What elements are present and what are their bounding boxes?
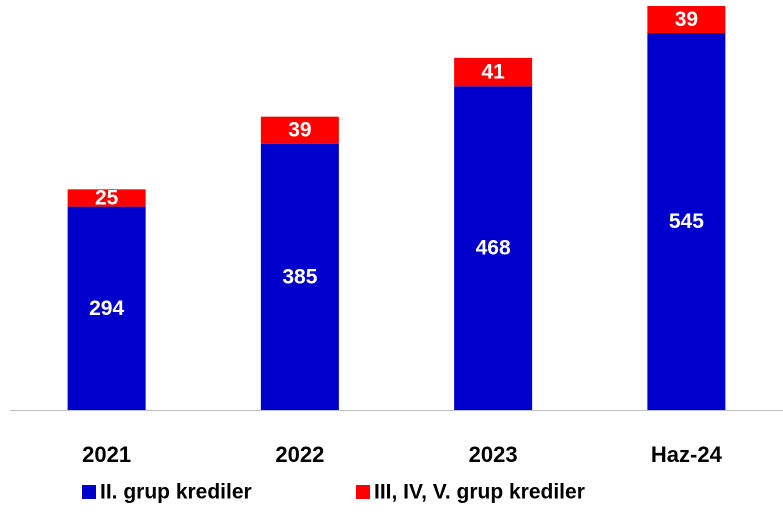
x-tick-label: Haz-24: [651, 442, 723, 467]
bar-segment: [454, 86, 533, 410]
data-label: 39: [288, 119, 311, 142]
data-label: 294: [89, 297, 124, 320]
bar-segment: [67, 189, 146, 207]
x-tick-label: 2022: [275, 442, 324, 467]
data-label: 545: [669, 210, 704, 233]
legend-label: III, IV, V. grup krediler: [374, 481, 585, 504]
bar-segment: [67, 206, 146, 410]
x-tick-label: 2023: [469, 442, 518, 467]
bar-segment: [260, 143, 339, 411]
data-label: 25: [95, 187, 119, 210]
legend-label: II. grup krediler: [100, 481, 252, 504]
bar-segment: [647, 6, 726, 33]
data-label: 385: [282, 265, 317, 288]
data-label: 468: [476, 237, 511, 260]
legend-swatch: [82, 485, 96, 499]
bar-segment: [454, 57, 533, 87]
bar-segment: [260, 116, 339, 144]
bar-segment: [647, 32, 726, 410]
legend-swatch: [356, 485, 370, 499]
x-tick-label: 2021: [82, 442, 131, 467]
data-label: 41: [481, 61, 505, 84]
data-label: 39: [675, 8, 698, 31]
